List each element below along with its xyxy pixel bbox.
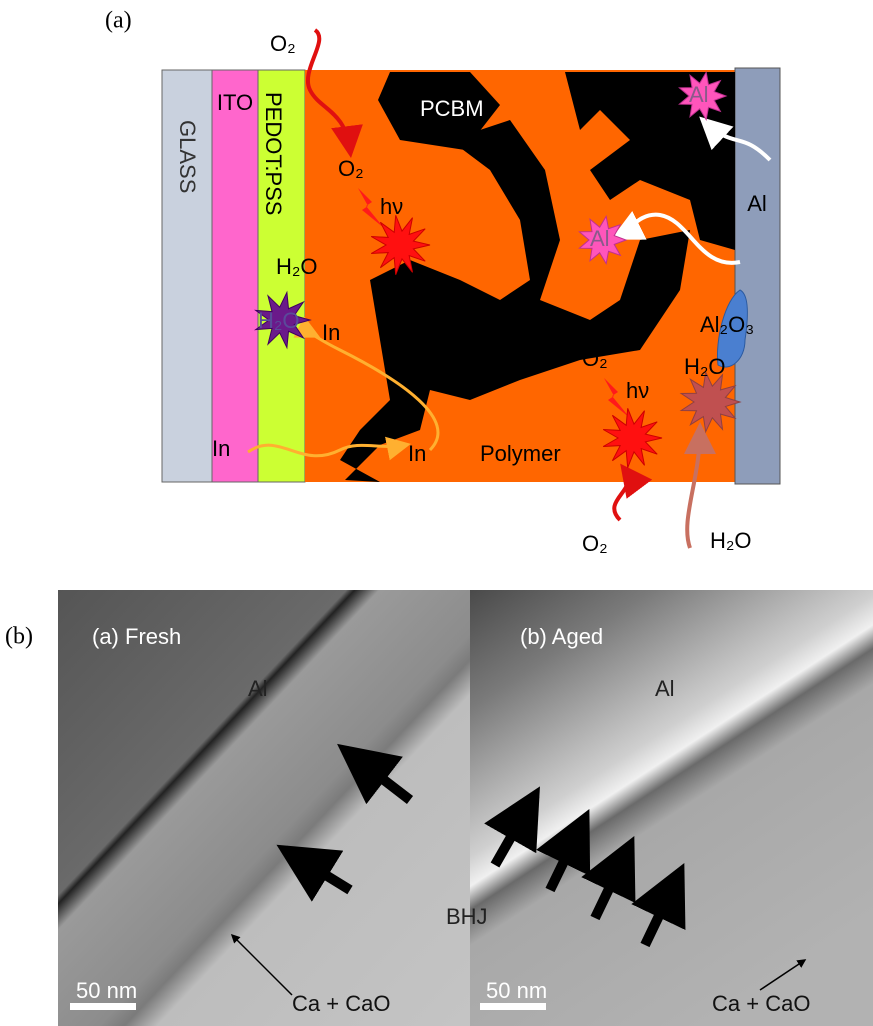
o2-label: O₂ [582,531,608,556]
in-label: In [408,441,426,466]
h2o-label: H₂O [258,308,300,333]
al-label: Al [689,82,709,107]
in-label: In [212,436,230,461]
h2o-label: H₂O [710,528,752,553]
al-electrode [735,68,780,484]
figure: (a) GLASS ITO PEDOT:PSS Al O₂ PCBM O₂ [0,0,873,1026]
h2o-label: H₂O [276,254,318,279]
tem-image-fresh [58,590,470,1026]
o2-label: O₂ [338,156,364,181]
o2-label: O₂ [582,346,608,371]
interlayer-label: Ca + CaO [712,991,810,1016]
image-title: (b) Aged [520,624,603,649]
al-label: Al [655,676,675,701]
panel-label: (a) [105,8,132,34]
scale-label: 50 nm [486,978,547,1003]
layer-label: ITO [217,90,253,115]
hv-label: hν [626,378,649,403]
image-title: (a) Fresh [92,624,181,649]
al-label: Al [590,226,610,251]
panel-a: (a) GLASS ITO PEDOT:PSS Al O₂ PCBM O₂ [105,8,780,556]
scale-label: 50 nm [76,978,137,1003]
al-label: Al [248,676,268,701]
in-label: In [322,320,340,345]
o2-label: O₂ [270,31,296,56]
layer-label: PEDOT:PSS [261,92,286,215]
layer-label: GLASS [175,120,200,193]
al2o3-label: Al₂O₃ [700,312,754,337]
scale-bar [480,1003,546,1010]
ito-layer [212,70,258,482]
hv-label: hν [380,194,403,219]
scale-bar [70,1003,136,1010]
layer-label: Al [747,191,767,216]
pcbm-label: PCBM [420,96,484,121]
polymer-label: Polymer [480,441,561,466]
panel-b: (b) (a) Fresh (b) Aged Al Al BHJ 50 nm 5… [5,590,873,1026]
bhj-label: BHJ [446,904,488,929]
h2o-label: H₂O [684,354,726,379]
interlayer-label: Ca + CaO [292,991,390,1016]
panel-label: (b) [5,624,33,650]
